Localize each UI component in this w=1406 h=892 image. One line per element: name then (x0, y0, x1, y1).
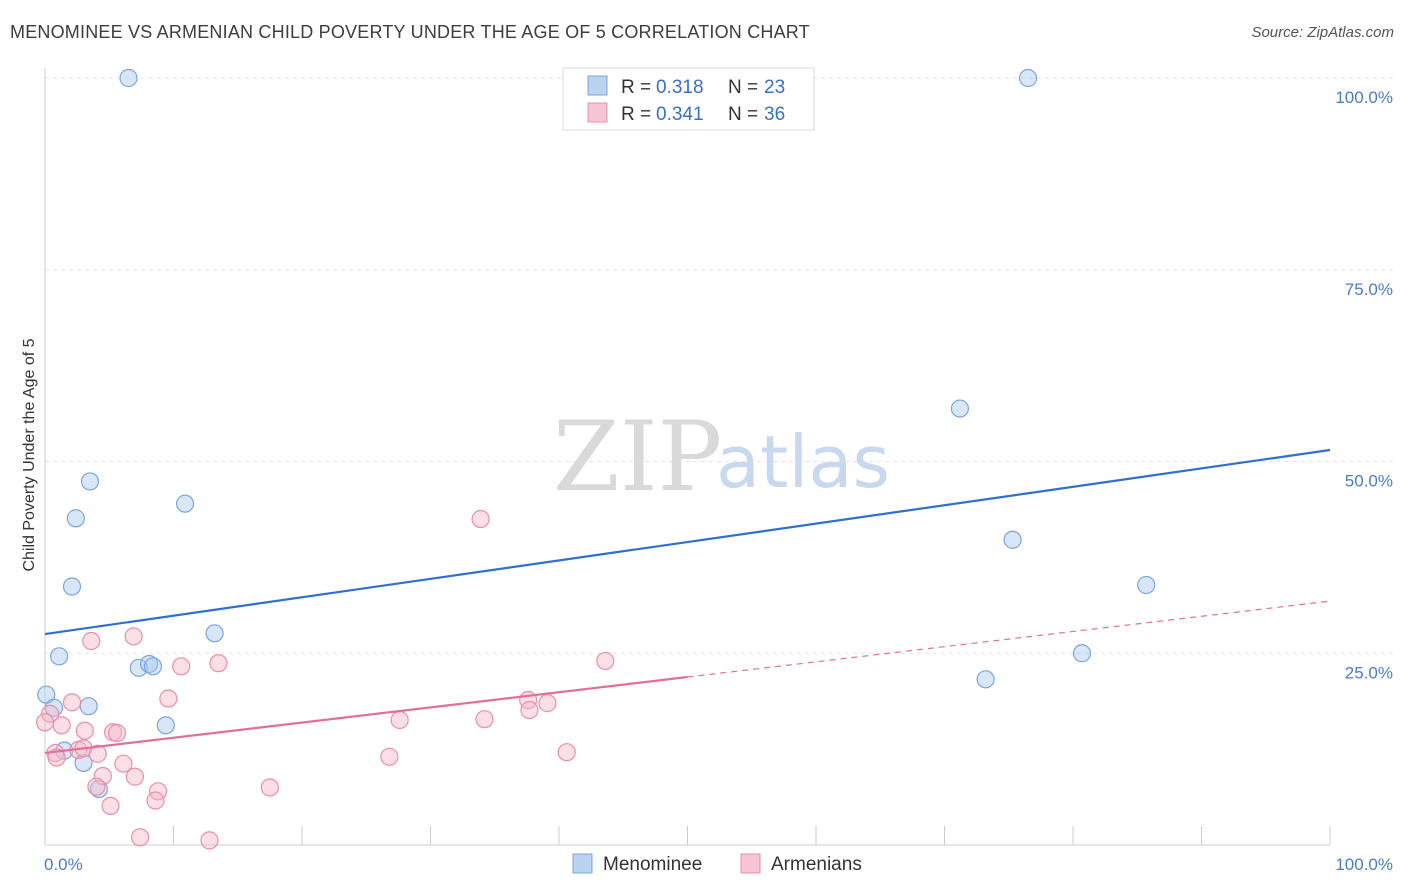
menominee-point-8 (1137, 575, 1156, 595)
armenians-point-34 (130, 828, 150, 847)
bottom-legend-swatch-1 (740, 853, 761, 874)
menominee-point-1 (1018, 68, 1038, 88)
legend-n-label-0: N = (728, 77, 758, 98)
y-tick-label-1: 75.0% (1345, 280, 1393, 299)
armenians-point-13 (52, 716, 71, 735)
menominee-point-12 (129, 658, 148, 677)
x-tick-label-1: 100.0% (1335, 855, 1393, 874)
top-legend: R = 0.318 N = 23 R = 0.341 N = 36 (562, 67, 815, 131)
y-axis-label: Child Poverty Under the Age of 5 (21, 338, 38, 571)
y-tick-labels: 100.0% 75.0% 50.0% 25.0% (1335, 88, 1393, 682)
armenians-point-35 (200, 831, 219, 850)
bottom-legend-swatch-0 (572, 853, 593, 874)
armenians-point-15 (475, 710, 494, 729)
armenians-point-14 (390, 710, 409, 730)
menominee-point-9 (205, 624, 224, 643)
armenians-point-3 (172, 657, 191, 676)
menominee-point-14 (143, 657, 163, 676)
trend-lines (44, 448, 1331, 755)
armenians-point-22 (88, 744, 107, 763)
watermark-zip: ZIP (553, 401, 722, 513)
menominee-point-18 (79, 697, 98, 716)
legend-r-label-0: R = (621, 77, 651, 98)
armenians-point-32 (146, 791, 165, 810)
x-tick-label-0: 0.0% (44, 855, 83, 874)
menominee-point-7 (62, 577, 82, 596)
menominee-point-15 (976, 670, 995, 689)
x-tick-labels: 0.0% 100.0% (44, 855, 1393, 874)
armenians-point-27 (93, 766, 112, 786)
armenians-point-33 (101, 796, 120, 815)
armenians-trend-line (44, 675, 688, 755)
armenians-point-2 (124, 627, 143, 646)
y-tick-label-2: 50.0% (1345, 472, 1393, 491)
armenians-point-25 (557, 743, 576, 762)
armenians-point-0 (471, 509, 490, 529)
armenians-point-28 (125, 767, 145, 786)
grid-lines (45, 77, 1394, 654)
legend-n-value-0: 23 (764, 77, 785, 98)
armenians-point-1 (82, 631, 101, 651)
menominee-point-0 (119, 68, 138, 88)
data-points (35, 68, 1156, 850)
armenians-point-5 (596, 651, 615, 671)
armenians-point-26 (114, 754, 133, 773)
menominee-point-11 (1072, 644, 1092, 663)
menominee-point-10 (50, 647, 69, 666)
armenians-point-10 (62, 693, 82, 712)
menominee-point-5 (175, 494, 195, 513)
watermark: ZIP atlas (553, 401, 890, 513)
source-label: Source: ZipAtlas.com (1251, 24, 1394, 41)
legend-r-value-0: 0.318 (656, 77, 704, 98)
armenians-point-30 (87, 777, 106, 796)
legend-n-label-1: N = (728, 104, 758, 125)
armenians-point-23 (47, 748, 66, 767)
bottom-legend-label-0: Menominee (603, 854, 702, 875)
menominee-point-19 (156, 716, 175, 735)
menominee-point-4 (66, 509, 85, 528)
axes (44, 68, 1331, 846)
armenians-point-16 (75, 721, 94, 740)
menominee-trend-line (44, 448, 1331, 636)
bottom-legend: Menominee Armenians (572, 853, 862, 875)
legend-swatch-0 (587, 75, 608, 96)
legend-swatch-1 (587, 102, 608, 123)
y-tick-label-0: 100.0% (1335, 88, 1393, 107)
y-tick-label-3: 25.0% (1345, 663, 1393, 682)
watermark-atlas: atlas (716, 420, 890, 504)
armenians-point-4 (209, 654, 228, 673)
armenians-point-18 (107, 723, 127, 743)
armenians-trend-line-extension (687, 600, 1331, 678)
legend-n-value-1: 36 (764, 104, 785, 125)
chart-title: MENOMINEE VS ARMENIAN CHILD POVERTY UNDE… (10, 22, 810, 42)
bottom-legend-label-1: Armenians (771, 854, 862, 875)
armenians-point-8 (538, 694, 557, 713)
menominee-point-3 (80, 472, 100, 491)
armenians-point-9 (520, 700, 539, 720)
armenians-point-24 (380, 747, 399, 766)
armenians-point-12 (35, 713, 55, 732)
legend-r-label-1: R = (621, 104, 651, 125)
menominee-point-6 (1003, 530, 1022, 549)
legend-r-value-1: 0.341 (656, 104, 704, 125)
menominee-point-2 (950, 399, 970, 418)
armenians-point-29 (260, 778, 279, 797)
armenians-point-6 (159, 689, 178, 708)
